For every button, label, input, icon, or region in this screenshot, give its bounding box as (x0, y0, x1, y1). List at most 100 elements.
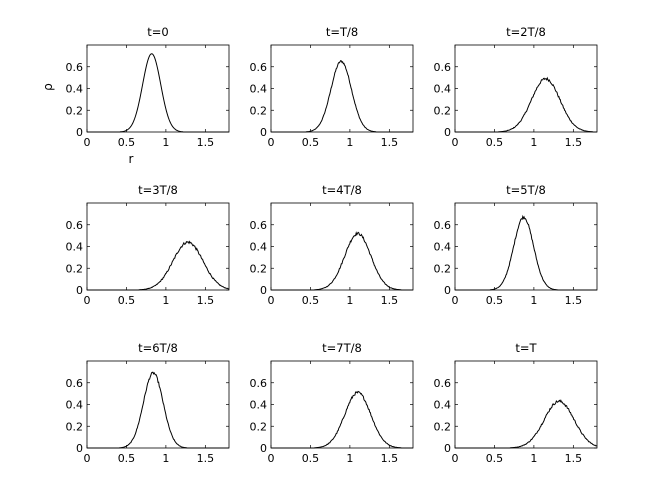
plot-frame (270, 360, 414, 449)
x-tick-label: 1 (346, 136, 353, 149)
density-curve (271, 390, 413, 449)
y-tick-label: 0.4 (250, 83, 268, 96)
y-tick-label: 0.6 (250, 377, 268, 390)
y-tick-label: 0 (76, 442, 83, 455)
x-tick-label: 0 (268, 294, 275, 307)
y-tick-label: 0.2 (434, 420, 452, 433)
x-tick-label: 1.5 (381, 136, 399, 149)
subplot-3: t=2T/8 0 0.5 1 1.5 0 0.2 0.4 0.6 (434, 25, 598, 149)
x-tick-label: 0.5 (302, 136, 320, 149)
y-tick-label: 0.6 (66, 377, 84, 390)
plot-frame (454, 360, 598, 449)
density-curve (455, 214, 597, 291)
y-tick-label: 0 (444, 284, 451, 297)
y-tick-label: 0 (444, 442, 451, 455)
x-tick-label: 1 (346, 294, 353, 307)
x-tick-label: 0.5 (302, 294, 320, 307)
x-tick-label: 1 (530, 136, 537, 149)
y-tick-label: 0.2 (66, 104, 84, 117)
panel-title: t=6T/8 (138, 341, 178, 355)
plot-frame (270, 202, 414, 291)
x-tick-label: 1 (530, 452, 537, 465)
panel-title: t=T/8 (326, 25, 358, 39)
x-tick-label: 0 (84, 452, 91, 465)
y-tick-label: 0.6 (434, 61, 452, 74)
y-tick-label: 0.6 (66, 61, 84, 74)
y-tick-label: 0.6 (434, 219, 452, 232)
x-tick-label: 0.5 (486, 294, 504, 307)
x-tick-label: 0 (268, 136, 275, 149)
x-tick-label: 0.5 (118, 452, 136, 465)
y-tick-label: 0.4 (434, 241, 452, 254)
density-curve (87, 371, 229, 449)
y-tick-label: 0.2 (250, 104, 268, 117)
panel-title: t=0 (147, 25, 168, 39)
x-tick-label: 1 (162, 294, 169, 307)
y-tick-label: 0 (444, 126, 451, 139)
density-curve (455, 76, 597, 133)
x-tick-label: 0.5 (302, 452, 320, 465)
x-tick-label: 1.5 (565, 136, 583, 149)
y-tick-label: 0.6 (66, 219, 84, 232)
y-tick-label: 0 (260, 126, 267, 139)
y-tick-label: 0.2 (434, 104, 452, 117)
x-tick-label: 0 (452, 294, 459, 307)
x-tick-label: 1 (346, 452, 353, 465)
x-tick-label: 1.5 (197, 452, 215, 465)
y-tick-label: 0.6 (250, 219, 268, 232)
density-curve (271, 60, 413, 133)
y-tick-label: 0 (76, 126, 83, 139)
y-tick-label: 0.2 (66, 420, 84, 433)
plot-frame (86, 360, 230, 449)
subplot-2: t=T/8 0 0.5 1 1.5 0 0.2 0.4 0.6 (250, 25, 414, 149)
x-tick-label: 0 (84, 294, 91, 307)
density-curve (271, 231, 413, 291)
y-tick-label: 0 (76, 284, 83, 297)
y-tick-label: 0.4 (434, 83, 452, 96)
x-tick-label: 0 (452, 136, 459, 149)
x-tick-label: 1.5 (381, 294, 399, 307)
y-tick-label: 0.4 (66, 83, 84, 96)
plot-frame (454, 202, 598, 291)
panel-title: t=4T/8 (322, 183, 362, 197)
subplot-7: t=6T/8 0 0.5 1 1.5 0 0.2 0.4 0.6 (66, 341, 230, 465)
y-tick-label: 0.4 (250, 241, 268, 254)
x-tick-label: 1.5 (565, 294, 583, 307)
plot-frame (454, 44, 598, 133)
density-curve (87, 240, 230, 291)
plot-frame (270, 44, 414, 133)
x-tick-label: 0.5 (118, 136, 136, 149)
x-tick-label: 1.5 (565, 452, 583, 465)
y-tick-label: 0.6 (250, 61, 268, 74)
x-tick-label: 0 (268, 452, 275, 465)
y-tick-label: 0.4 (250, 399, 268, 412)
panel-title: t=5T/8 (506, 183, 546, 197)
subplot-1: t=0 0 0.5 1 1.5 0 0.2 0.4 0.6 (66, 25, 230, 149)
x-tick-label: 0.5 (118, 294, 136, 307)
x-tick-label: 1 (162, 452, 169, 465)
y-tick-label: 0.6 (434, 377, 452, 390)
x-tick-label: 0 (84, 136, 91, 149)
x-tick-label: 1.5 (197, 294, 215, 307)
y-axis-label: ρ (41, 83, 55, 91)
y-tick-label: 0.4 (66, 399, 84, 412)
y-tick-label: 0.2 (66, 262, 84, 275)
y-tick-label: 0.4 (434, 399, 452, 412)
y-tick-label: 0 (260, 284, 267, 297)
y-tick-label: 0.2 (250, 420, 268, 433)
panel-title: t=3T/8 (138, 183, 178, 197)
panel-title: t=2T/8 (506, 25, 546, 39)
subplot-9: t=T 0 0.5 1 1.5 0 0.2 0.4 0.6 (434, 341, 598, 465)
x-axis-label: r (129, 152, 134, 166)
x-tick-label: 0 (452, 452, 459, 465)
x-tick-label: 1 (530, 294, 537, 307)
density-curve (87, 53, 229, 133)
x-tick-label: 0.5 (486, 136, 504, 149)
x-tick-label: 0.5 (486, 452, 504, 465)
x-tick-label: 1.5 (381, 452, 399, 465)
plot-frame (86, 202, 230, 291)
y-tick-label: 0.2 (250, 262, 268, 275)
subplot-8: t=7T/8 0 0.5 1 1.5 0 0.2 0.4 0.6 (250, 341, 414, 465)
y-tick-label: 0.4 (66, 241, 84, 254)
